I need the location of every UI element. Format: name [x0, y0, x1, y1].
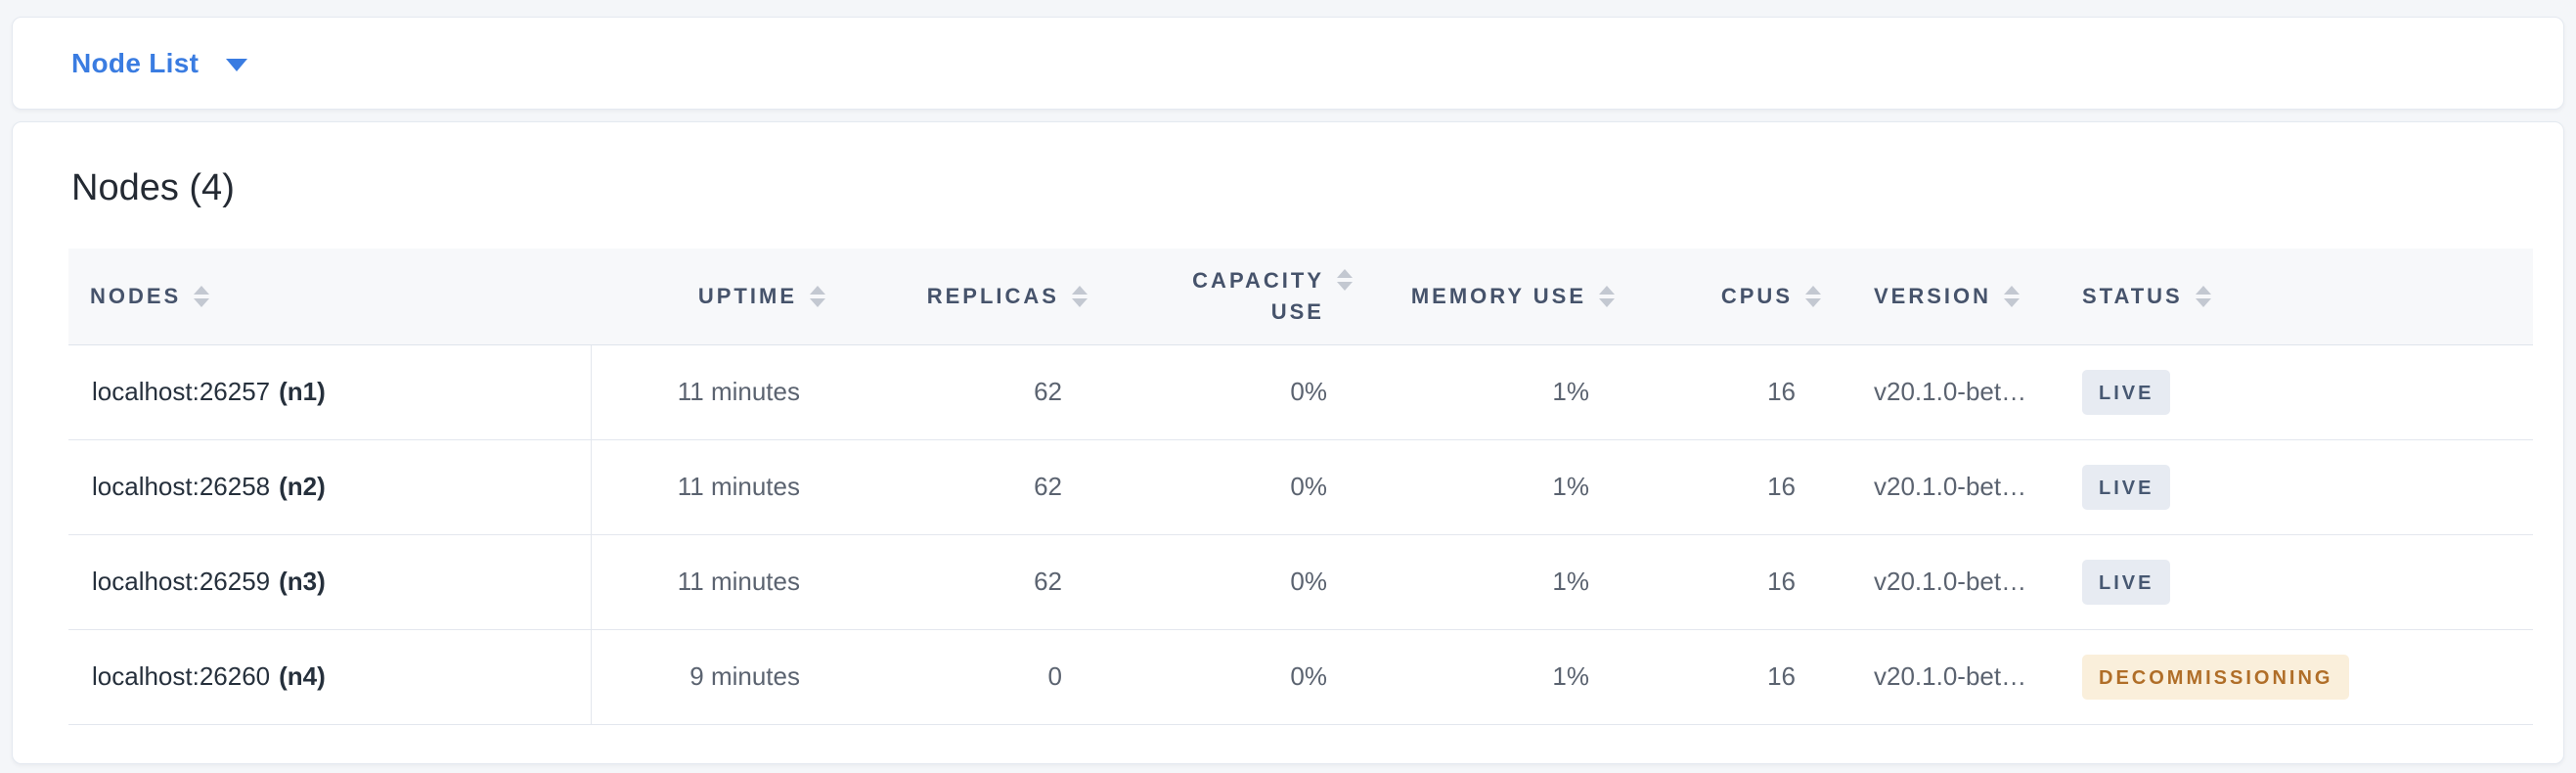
node-id: (n4)	[279, 661, 326, 691]
table-row: localhost:26257 (n1) 11 minutes 62 0% 1% 16 v20…	[68, 344, 2533, 440]
view-selector-label: Node List	[71, 47, 200, 78]
column-label-replicas: REPLICAS	[926, 283, 1059, 308]
cell-version: v20.1.0-bet…	[1835, 439, 2066, 535]
column-header-cpus[interactable]: CPUS	[1628, 249, 1835, 345]
cell-cpus: 16	[1628, 439, 1835, 535]
cell-cpus: 16	[1628, 534, 1835, 630]
view-selector-dropdown[interactable]: Node List	[71, 47, 248, 79]
node-link[interactable]: localhost:26257	[92, 377, 271, 406]
column-label-cpus: CPUS	[1720, 283, 1793, 308]
node-id: (n2)	[279, 472, 326, 501]
column-label-memory-use: MEMORY USE	[1410, 283, 1586, 308]
cell-status: DECOMMISSIONING	[2066, 629, 2533, 725]
sort-arrows-icon	[1805, 285, 1821, 307]
status-badge: LIVE	[2082, 369, 2171, 415]
cell-node: localhost:26259 (n3)	[68, 534, 592, 630]
cell-version: v20.1.0-bet…	[1835, 534, 2066, 630]
cell-replicas: 62	[839, 439, 1101, 535]
cell-version: v20.1.0-bet…	[1835, 344, 2066, 440]
node-link[interactable]: localhost:26259	[92, 567, 271, 596]
page-title: Nodes (4)	[71, 167, 235, 208]
caret-down-icon	[226, 58, 248, 71]
node-id: (n1)	[279, 377, 326, 406]
cell-cpus: 16	[1628, 629, 1835, 725]
status-badge: LIVE	[2082, 559, 2171, 605]
nodes-table: NODES UPTIME REPLICAS CAPACITY USE MEMORY US…	[68, 249, 2533, 725]
cell-uptime: 9 minutes	[591, 629, 839, 725]
column-label-nodes: NODES	[90, 283, 182, 308]
cell-memory-use: 1%	[1366, 629, 1628, 725]
cell-uptime: 11 minutes	[591, 534, 839, 630]
cell-uptime: 11 minutes	[591, 344, 839, 440]
cell-capacity-use: 0%	[1101, 439, 1366, 535]
cell-capacity-use: 0%	[1101, 629, 1366, 725]
column-header-replicas[interactable]: REPLICAS	[839, 249, 1101, 345]
column-header-version[interactable]: VERSION	[1835, 249, 2066, 345]
sort-arrows-icon	[2195, 285, 2211, 307]
cell-memory-use: 1%	[1366, 534, 1628, 630]
status-badge: DECOMMISSIONING	[2082, 654, 2350, 700]
cell-memory-use: 1%	[1366, 344, 1628, 440]
view-selector-bar: Node List	[12, 17, 2564, 110]
sort-arrows-icon	[1337, 268, 1353, 291]
cell-replicas: 62	[839, 534, 1101, 630]
column-header-nodes[interactable]: NODES	[68, 249, 591, 345]
cell-uptime: 11 minutes	[591, 439, 839, 535]
column-label-capacity-use: CAPACITY USE	[1192, 267, 1324, 324]
cell-memory-use: 1%	[1366, 439, 1628, 535]
sort-arrows-icon	[810, 285, 825, 307]
cell-status: LIVE	[2066, 344, 2533, 440]
cell-capacity-use: 0%	[1101, 534, 1366, 630]
column-header-capacity-use[interactable]: CAPACITY USE	[1101, 249, 1366, 345]
table-row: localhost:26260 (n4) 9 minutes 0 0% 1% 16 v20.1…	[68, 629, 2533, 725]
column-label-uptime: UPTIME	[697, 283, 797, 308]
cell-node: localhost:26257 (n1)	[68, 344, 592, 440]
sort-arrows-icon	[1599, 285, 1615, 307]
column-header-status[interactable]: STATUS	[2066, 249, 2533, 345]
cell-version: v20.1.0-bet…	[1835, 629, 2066, 725]
node-link[interactable]: localhost:26260	[92, 661, 271, 691]
cell-cpus: 16	[1628, 344, 1835, 440]
table-header-row: NODES UPTIME REPLICAS CAPACITY USE MEMORY US…	[68, 249, 2533, 345]
column-header-uptime[interactable]: UPTIME	[591, 249, 839, 345]
nodes-panel: Nodes (4) NODES UPTIME REPLICAS CAPACITY US…	[12, 121, 2564, 764]
column-label-status: STATUS	[2082, 283, 2183, 308]
column-label-version: VERSION	[1874, 283, 1992, 308]
cell-node: localhost:26260 (n4)	[68, 629, 592, 725]
cell-node: localhost:26258 (n2)	[68, 439, 592, 535]
cell-replicas: 0	[839, 629, 1101, 725]
table-row: localhost:26258 (n2) 11 minutes 62 0% 1% 16 v20…	[68, 439, 2533, 535]
sort-arrows-icon	[1072, 285, 1088, 307]
cell-status: LIVE	[2066, 439, 2533, 535]
sort-arrows-icon	[194, 285, 210, 307]
status-badge: LIVE	[2082, 464, 2171, 510]
node-link[interactable]: localhost:26258	[92, 472, 271, 501]
sort-arrows-icon	[2004, 285, 2021, 307]
column-header-memory-use[interactable]: MEMORY USE	[1366, 249, 1628, 345]
cell-status: LIVE	[2066, 534, 2533, 630]
table-row: localhost:26259 (n3) 11 minutes 62 0% 1% 16 v20…	[68, 534, 2533, 630]
cell-replicas: 62	[839, 344, 1101, 440]
cell-capacity-use: 0%	[1101, 344, 1366, 440]
node-id: (n3)	[279, 567, 326, 596]
